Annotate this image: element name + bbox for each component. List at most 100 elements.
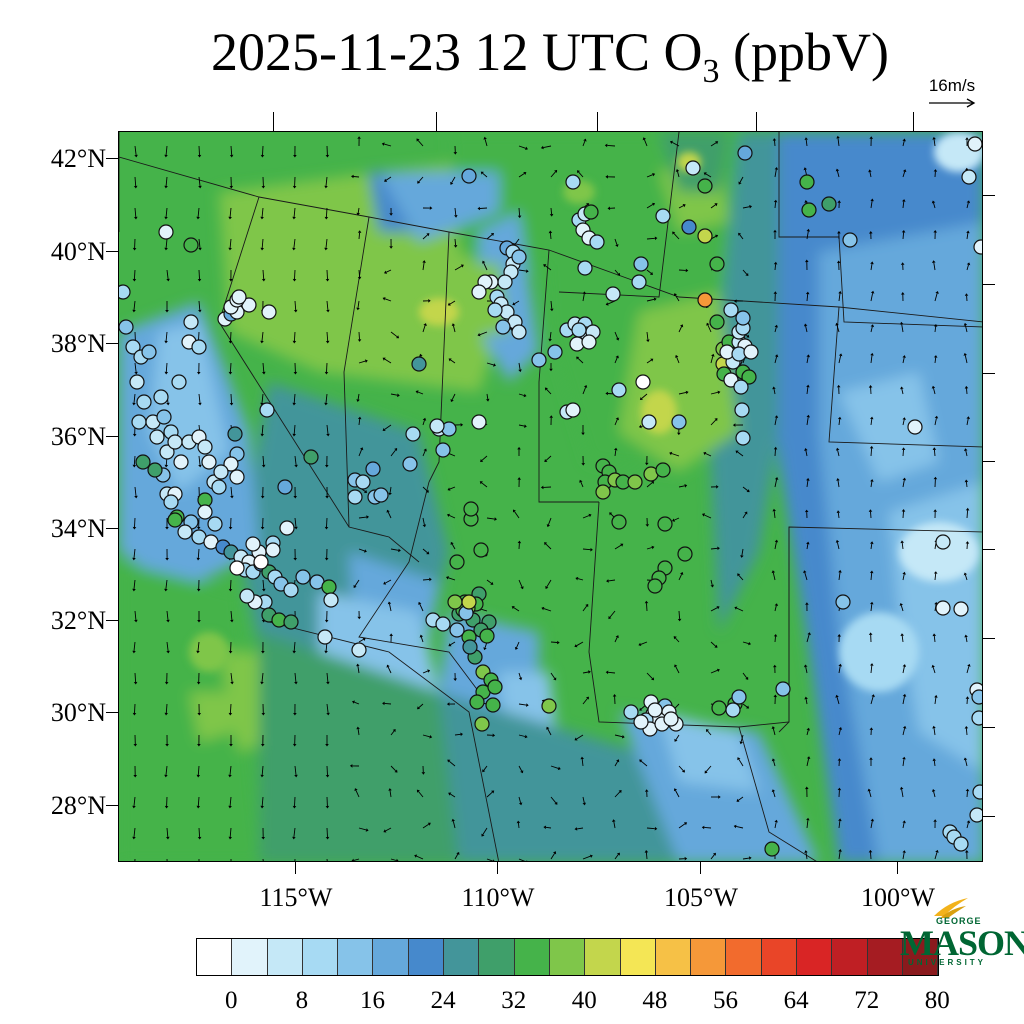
tick-right-8	[983, 816, 995, 817]
wind-vector-head	[359, 447, 364, 451]
wind-vector	[609, 610, 616, 618]
wind-vector-head	[618, 790, 622, 794]
wind-vector	[933, 728, 936, 736]
colorbar-swatch	[902, 939, 939, 975]
wind-vector-head	[583, 138, 587, 142]
wind-vector	[390, 858, 397, 861]
wind-vector-head	[164, 185, 168, 189]
wind-vector	[614, 419, 618, 426]
wind-vector	[325, 176, 328, 186]
wind-vector	[389, 790, 392, 798]
wind-vector-head	[324, 526, 329, 530]
observation-site-marker	[565, 402, 581, 418]
observation-site-marker	[479, 628, 495, 644]
observation-site-marker	[967, 136, 982, 152]
colorbar-swatch	[655, 939, 692, 975]
wind-vector-head	[228, 805, 232, 809]
wind-vector	[326, 331, 329, 342]
wind-vector	[838, 820, 841, 829]
wind-vector	[710, 669, 718, 674]
observation-site-marker	[435, 616, 451, 632]
wind-vector-head	[902, 820, 906, 824]
observation-site-marker	[321, 579, 337, 595]
wind-vector-head	[196, 805, 201, 809]
wind-vector-head	[362, 637, 366, 641]
observation-site-marker	[365, 461, 381, 477]
observation-site-marker	[655, 462, 671, 478]
wind-vector-head	[134, 216, 138, 220]
wind-vector-head	[229, 185, 234, 189]
observation-site-marker	[734, 402, 750, 418]
wind-vector-head	[901, 447, 906, 450]
observation-site-marker	[183, 314, 199, 330]
wind-vector-head	[518, 369, 522, 373]
wind-vector	[230, 579, 232, 590]
observation-site-marker	[681, 219, 697, 235]
wind-vector-head	[230, 619, 234, 623]
lat-label-32: 32°N	[50, 606, 106, 635]
observation-site-marker	[471, 414, 487, 430]
wind-vector-head	[260, 495, 265, 499]
wind-vector-head	[228, 712, 233, 716]
wind-vector	[486, 393, 489, 400]
observation-site-marker	[177, 524, 193, 540]
wind-vector	[448, 760, 456, 767]
observation-site-marker	[447, 594, 463, 610]
wind-vector-head	[680, 324, 684, 328]
observation-site-marker	[183, 237, 199, 253]
title-units: (ppbV)	[733, 22, 889, 82]
wind-vector	[705, 173, 712, 178]
observation-site-marker	[197, 504, 213, 520]
wind-vector-head	[164, 247, 168, 251]
wind-vector-head	[773, 694, 778, 698]
wind-vector-head	[132, 526, 137, 530]
wind-vector-head	[517, 215, 522, 219]
wind-vector-head	[197, 154, 202, 158]
wind-vector	[518, 207, 521, 216]
wind-vector	[582, 387, 587, 395]
tick-lon-100	[897, 862, 898, 874]
wind-vector-head	[396, 335, 400, 339]
observation-site-marker	[633, 256, 649, 272]
wind-vector	[450, 793, 456, 798]
wind-vector-head	[132, 805, 136, 809]
wind-vector-head	[262, 371, 266, 375]
observation-site-marker	[907, 419, 923, 435]
wind-vector-head	[540, 145, 544, 150]
wind-vector	[486, 858, 493, 861]
wind-vector-head	[963, 352, 967, 356]
lon-label-100: 100°W	[861, 883, 935, 912]
wind-vector-head	[164, 588, 168, 592]
wind-vector	[293, 393, 296, 404]
observation-site-marker	[741, 369, 757, 385]
wind-vector	[544, 265, 552, 271]
wind-vector-head	[517, 477, 521, 480]
map-title: 2025-11-23 12 UTC O3 (ppbV)	[0, 22, 1024, 102]
wind-vector-head	[447, 513, 450, 517]
wind-vector-head	[460, 732, 463, 737]
wind-vector-head	[837, 787, 842, 791]
wind-vector	[389, 603, 392, 612]
wind-vector-head	[966, 230, 970, 234]
observation-site-marker	[167, 434, 183, 450]
wind-vector-head	[703, 172, 707, 176]
tick-lat-28	[106, 805, 118, 806]
wind-vector	[357, 300, 360, 308]
wind-vector-head	[196, 650, 200, 654]
observation-site-marker	[709, 256, 725, 272]
colorbar-swatch	[691, 939, 727, 975]
wind-vector-head	[645, 524, 650, 527]
wind-vector	[805, 699, 808, 705]
wind-vector	[481, 482, 488, 488]
wind-vector-head	[714, 418, 718, 422]
wind-vector-head	[450, 181, 454, 185]
wind-vector	[385, 827, 392, 832]
observation-site-marker	[469, 694, 485, 710]
colorbar-tick-label: 24	[430, 987, 456, 1014]
wind-vector	[614, 269, 619, 275]
wind-vector-head	[588, 670, 591, 674]
wind-vector	[294, 796, 296, 807]
wind-vector-head	[523, 393, 527, 398]
wind-vector-head	[733, 824, 737, 829]
observation-site-marker	[295, 569, 311, 585]
